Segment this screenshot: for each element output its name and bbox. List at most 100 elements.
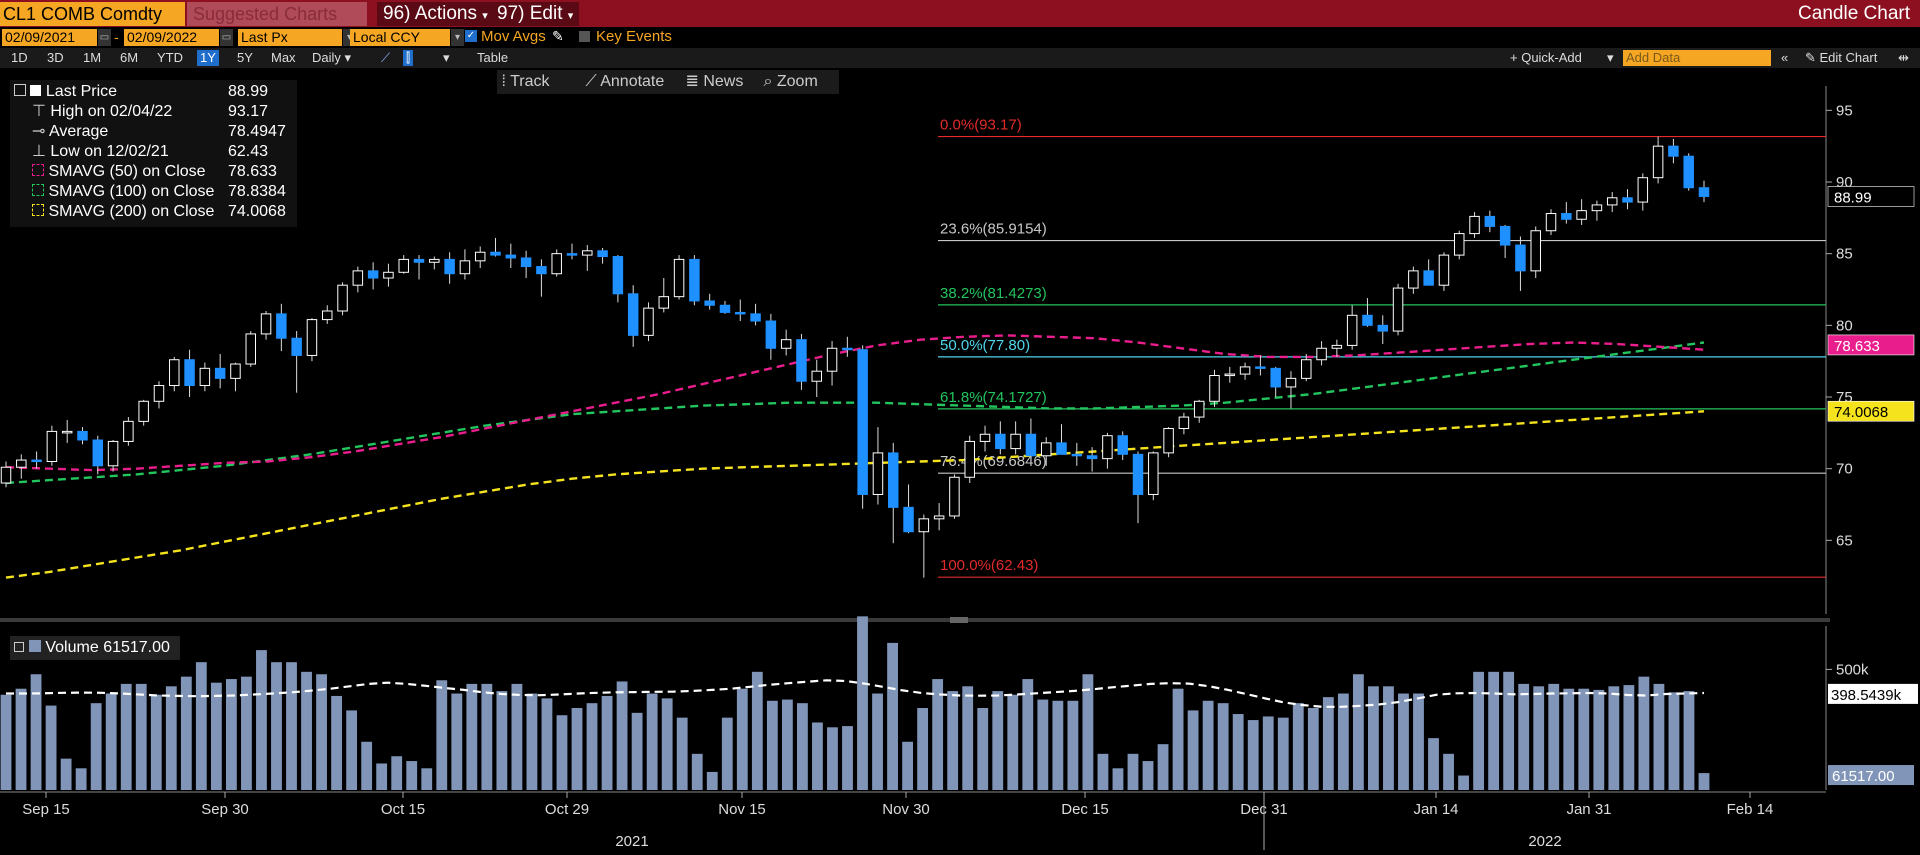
chart-frame (0, 86, 1830, 793)
volume-bar (301, 671, 312, 790)
volume-bar (781, 699, 793, 790)
candle-body (1561, 213, 1572, 220)
candle-body (459, 260, 471, 275)
interval-select[interactable]: Daily ▾ (312, 50, 352, 65)
candle-body (872, 452, 884, 495)
zoom-tool[interactable]: ⌕ Zoom (759, 70, 839, 94)
candle-body (1040, 442, 1052, 457)
volume-bar (706, 771, 718, 790)
fib-label: 0.0%(93.17) (940, 117, 1022, 134)
legend-value: 78.4947 (228, 123, 286, 140)
mov-avgs-checkbox[interactable]: ✓ (465, 30, 477, 42)
legend-high: ⊤ High on 02/04/22 (32, 102, 172, 122)
time-axis: Sep 15 Sep 30 Oct 15 Oct 29 Nov 15 Nov 30 Dec … (22, 792, 1773, 850)
chevron-down-icon[interactable]: ▾ (451, 29, 464, 46)
actions-menu[interactable]: 96) Actions ▾ (377, 2, 494, 26)
volume-bar (676, 717, 688, 790)
time-tick-label: Nov 15 (718, 801, 766, 818)
table-button[interactable]: Table (477, 50, 509, 65)
candle-body (1668, 145, 1679, 157)
edit-chart-button[interactable]: ✎ Edit Chart (1805, 50, 1878, 65)
average-marker-icon: ⊸ (32, 123, 46, 140)
volume-bar (1698, 773, 1710, 790)
volume-bar (1142, 761, 1154, 790)
add-data-input[interactable]: Add Data (1623, 50, 1771, 66)
period-1y[interactable]: 1Y (197, 50, 219, 66)
legend-sma50[interactable]: SMAVG (50) on Close (32, 162, 206, 182)
candle-body (1346, 314, 1358, 346)
volume-bar (1007, 694, 1019, 790)
period-1d[interactable]: 1D (11, 50, 28, 65)
candle-body (383, 271, 394, 279)
end-date-field[interactable]: 02/09/2022 (124, 29, 219, 46)
key-events-checkbox[interactable] (579, 31, 590, 42)
volume-bar (421, 768, 433, 790)
chevron-down-icon[interactable]: ▾ (443, 50, 450, 65)
candle-body (1255, 366, 1266, 369)
legend-label: SMAVG (50) on Close (48, 163, 206, 180)
currency-select[interactable]: Local CCY (350, 29, 450, 46)
news-tool[interactable]: ≣ News (681, 70, 759, 94)
legend-sma100[interactable]: SMAVG (100) on Close (32, 182, 214, 202)
candle-body (1652, 145, 1664, 179)
candle-body (964, 440, 975, 478)
candle-body (750, 313, 761, 322)
track-tool[interactable]: ⁞ Track (497, 70, 581, 94)
period-1m[interactable]: 1M (83, 50, 102, 65)
volume-bar (1322, 697, 1334, 790)
volume-bar (1638, 676, 1650, 790)
volume-bar (977, 708, 989, 790)
candle-body (429, 258, 440, 263)
calendar-icon[interactable]: ▭ (220, 29, 233, 46)
price-field-select[interactable]: Last Px (238, 29, 342, 46)
volume-bar (135, 683, 147, 790)
volume-bar (1097, 753, 1109, 790)
volume-bar (1202, 700, 1214, 790)
volume-bar (751, 671, 763, 790)
chart-type-label: Candle Chart (1798, 3, 1910, 24)
volume-bar (271, 662, 282, 790)
period-ytd[interactable]: YTD (157, 50, 183, 65)
legend-value: 78.633 (228, 163, 277, 180)
period-max[interactable]: Max (271, 50, 296, 65)
collapse-icon[interactable]: « (1781, 50, 1789, 65)
candle-body (1469, 215, 1480, 235)
volume-average-tag: 398.5439k (1831, 687, 1902, 704)
calendar-icon[interactable]: ▭ (98, 29, 111, 46)
chevron-down-icon[interactable]: ▾ (1607, 50, 1614, 65)
legend-last-price[interactable]: Last Price (14, 82, 117, 102)
volume-bar (1277, 717, 1289, 790)
candles (0, 136, 1710, 578)
candle-body (1637, 177, 1649, 203)
period-5y[interactable]: 5Y (237, 50, 253, 65)
start-date-field[interactable]: 02/09/2021 (2, 29, 97, 46)
pencil-icon[interactable]: ✎ (552, 28, 564, 44)
ticker-field[interactable]: CL1 COMB Comdty (0, 2, 185, 26)
candle-chart-icon[interactable]: ⫿ (403, 50, 414, 66)
volume-bar (150, 694, 162, 790)
line-chart-icon[interactable]: ⟋ (381, 50, 391, 65)
resize-icon[interactable]: ⇹ (1898, 50, 1909, 65)
annotate-tool[interactable]: ⟋ Annotate (581, 70, 681, 94)
suggested-charts-button[interactable]: Suggested Charts (187, 2, 367, 26)
volume-bar (1232, 714, 1244, 790)
price-tick-label: 65 (1836, 532, 1853, 549)
legend-sma200[interactable]: SMAVG (200) on Close (32, 202, 214, 222)
volume-bar (256, 650, 267, 790)
time-tick-label: Oct 29 (545, 801, 589, 818)
volume-bar (406, 761, 418, 790)
candle-body (1331, 344, 1343, 349)
volume-bar (1518, 683, 1530, 790)
interval-label: Daily (312, 50, 341, 65)
collapse-box-icon (14, 84, 26, 96)
volume-legend[interactable]: Volume 61517.00 (10, 636, 180, 660)
edit-menu[interactable]: 97) Edit ▾ (491, 2, 580, 26)
candle-body (0, 466, 12, 484)
quick-add-button[interactable]: + Quick-Add (1510, 50, 1582, 65)
volume-bar (1157, 744, 1169, 790)
legend-value: 93.17 (228, 103, 269, 120)
candle-body (92, 439, 104, 467)
period-6m[interactable]: 6M (120, 50, 139, 65)
period-3d[interactable]: 3D (47, 50, 64, 65)
